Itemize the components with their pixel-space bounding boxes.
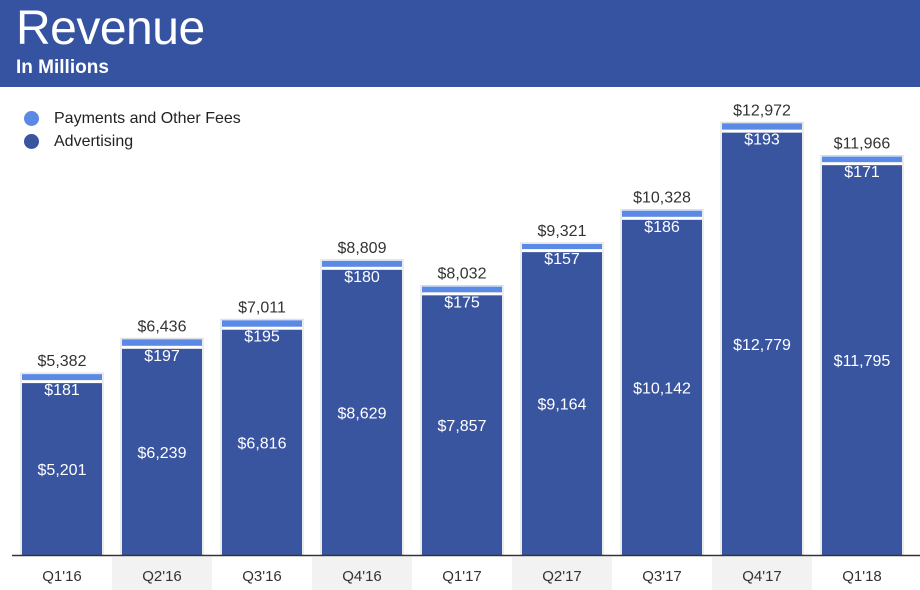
page-title: Revenue <box>16 2 205 55</box>
advertising-value-label: $10,142 <box>633 380 691 397</box>
legend-item-payments: Payments and Other Fees <box>24 109 241 132</box>
advertising-value-label: $8,629 <box>338 405 387 422</box>
legend-item-advertising: Advertising <box>24 132 241 155</box>
legend-label-advertising: Advertising <box>54 133 134 150</box>
advertising-value-label: $6,816 <box>238 435 287 452</box>
advertising-value-label: $7,857 <box>438 418 487 435</box>
bar-payments <box>122 339 202 346</box>
bar-advertising <box>222 329 302 555</box>
advertising-value-label: $5,201 <box>38 462 87 479</box>
x-tick-label: Q2'17 <box>542 568 582 585</box>
total-label: $6,436 <box>138 318 187 335</box>
bar-advertising <box>822 165 902 556</box>
bar-payments <box>22 374 102 381</box>
payments-value-label: $193 <box>744 132 780 149</box>
bar-payments <box>222 320 302 327</box>
payments-value-label: $171 <box>844 164 880 181</box>
total-label: $5,382 <box>38 353 87 370</box>
x-tick-label: Q3'16 <box>242 568 282 585</box>
total-label: $8,032 <box>438 266 487 283</box>
payments-value-label: $180 <box>344 269 380 286</box>
payments-value-label: $175 <box>444 294 480 311</box>
x-tick-label: Q2'16 <box>142 568 182 585</box>
bar-payments <box>622 210 702 217</box>
total-label: $7,011 <box>238 299 286 316</box>
page-subtitle: In Millions <box>16 57 109 78</box>
x-tick-label: Q4'17 <box>742 568 782 585</box>
payments-value-label: $186 <box>644 219 680 236</box>
x-tick-label: Q1'16 <box>42 568 82 585</box>
bar-advertising <box>622 219 702 556</box>
bar-advertising <box>122 348 202 555</box>
advertising-value-label: $9,164 <box>538 397 587 414</box>
bar-payments <box>522 243 602 250</box>
advertising-value-label: $6,239 <box>138 445 187 462</box>
x-tick-label: Q3'17 <box>642 568 682 585</box>
x-tick-label: Q1'17 <box>442 568 482 585</box>
category-band <box>712 557 812 590</box>
header-banner: Revenue In Millions <box>0 0 920 87</box>
category-band <box>312 557 412 590</box>
bar-advertising <box>322 269 402 555</box>
advertising-value-label: $11,795 <box>834 353 891 370</box>
legend-label-payments: Payments and Other Fees <box>54 110 241 127</box>
bar-payments <box>322 260 402 267</box>
bar-payments <box>722 123 802 130</box>
chart-legend: Payments and Other Fees Advertising <box>24 109 241 155</box>
category-band <box>512 557 612 590</box>
total-label: $12,972 <box>733 102 791 119</box>
payments-value-label: $181 <box>44 382 80 399</box>
advertising-value-label: $12,779 <box>733 337 791 354</box>
legend-swatch-payments <box>24 111 39 126</box>
payments-value-label: $157 <box>544 251 580 268</box>
bar-payments <box>422 286 502 293</box>
total-label: $10,328 <box>633 190 691 207</box>
total-label: $11,966 <box>834 136 891 153</box>
x-tick-label: Q4'16 <box>342 568 382 585</box>
x-tick-label: Q1'18 <box>842 568 882 585</box>
bar-advertising <box>22 383 102 555</box>
payments-value-label: $197 <box>144 348 180 365</box>
bar-payments <box>822 156 902 163</box>
total-label: $8,809 <box>338 240 387 257</box>
bar-advertising <box>522 252 602 555</box>
payments-value-label: $195 <box>244 329 280 346</box>
total-label: $9,321 <box>538 223 587 240</box>
bar-advertising <box>722 132 802 555</box>
legend-swatch-advertising <box>24 134 39 149</box>
bar-advertising <box>422 295 502 555</box>
category-band <box>112 557 212 590</box>
